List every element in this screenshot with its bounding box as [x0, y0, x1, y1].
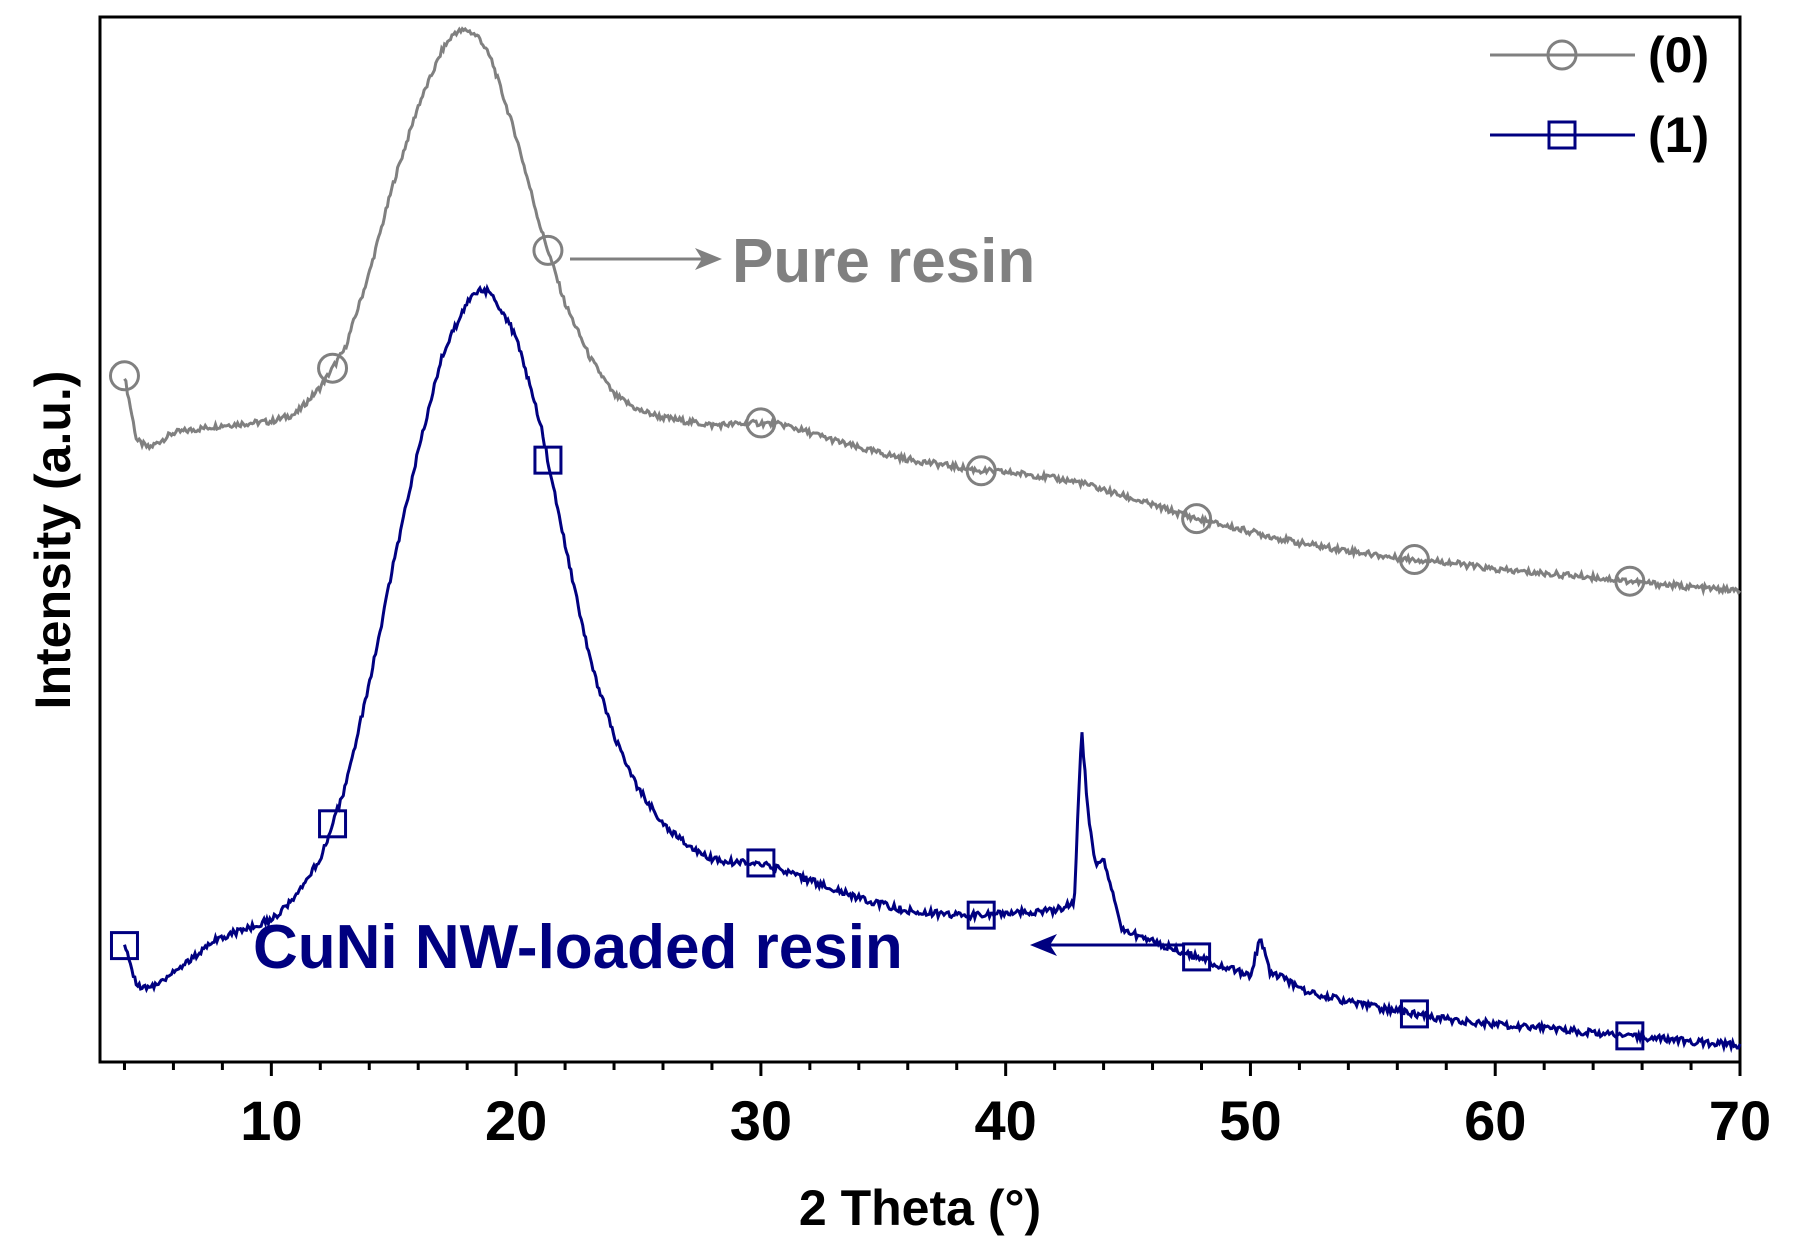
legend-marker-square [1547, 120, 1577, 150]
x-axis-ticks: 10 20 30 40 50 60 70 [122, 1062, 1771, 1152]
series-0-marker-4 [965, 455, 997, 487]
x-tick-label-30: 30 [730, 1089, 792, 1152]
series-0-marker-7 [1614, 565, 1646, 597]
annotation-cuni: CuNi NW-loaded resin [253, 913, 1185, 982]
legend-label-0: (0) [1648, 27, 1709, 83]
series-1-marker-0 [109, 931, 139, 961]
annotation-label-cuni: CuNi NW-loaded resin [253, 913, 903, 982]
series-1-marker-4 [966, 900, 996, 930]
legend-marker-circle [1546, 39, 1578, 71]
x-tick-label-20: 20 [485, 1089, 547, 1152]
series-0-marker-2 [532, 234, 564, 266]
series-1-marker-3 [746, 848, 776, 878]
series-0-marker-5 [1181, 503, 1213, 535]
annotation-label-pure-resin: Pure resin [732, 227, 1035, 296]
series-1-marker-7 [1615, 1021, 1645, 1051]
x-tick-label-40: 40 [975, 1089, 1037, 1152]
arrowhead-right [695, 248, 722, 270]
plot-frame [98, 15, 1742, 1064]
series-0-marker-1 [317, 352, 349, 384]
marker-layer [108, 234, 1646, 1051]
series-1-marker-2 [533, 445, 563, 475]
x-tick-label-70: 70 [1709, 1089, 1771, 1152]
series-0-marker-6 [1398, 544, 1430, 576]
x-tick-label-60: 60 [1464, 1089, 1526, 1152]
annotation-pure-resin: Pure resin [570, 227, 1035, 296]
series-layer [123, 26, 1742, 1054]
y-axis-title: Intensity (a.u.) [25, 371, 81, 710]
legend: (0) (1) [1490, 27, 1709, 163]
series-1-marker-6 [1399, 999, 1429, 1029]
arrowhead-left [1030, 934, 1057, 956]
x-tick-label-10: 10 [240, 1089, 302, 1152]
series-1-marker-5 [1182, 942, 1212, 972]
series-1-marker-1 [318, 809, 348, 839]
x-tick-label-50: 50 [1219, 1089, 1281, 1152]
series-0-marker-0 [108, 360, 140, 392]
legend-label-1: (1) [1648, 107, 1709, 163]
series-line-0 [123, 26, 1742, 597]
x-axis-title: 2 Theta (°) [799, 1180, 1041, 1236]
series-line-1 [123, 283, 1742, 1054]
series-0-marker-3 [745, 407, 777, 439]
